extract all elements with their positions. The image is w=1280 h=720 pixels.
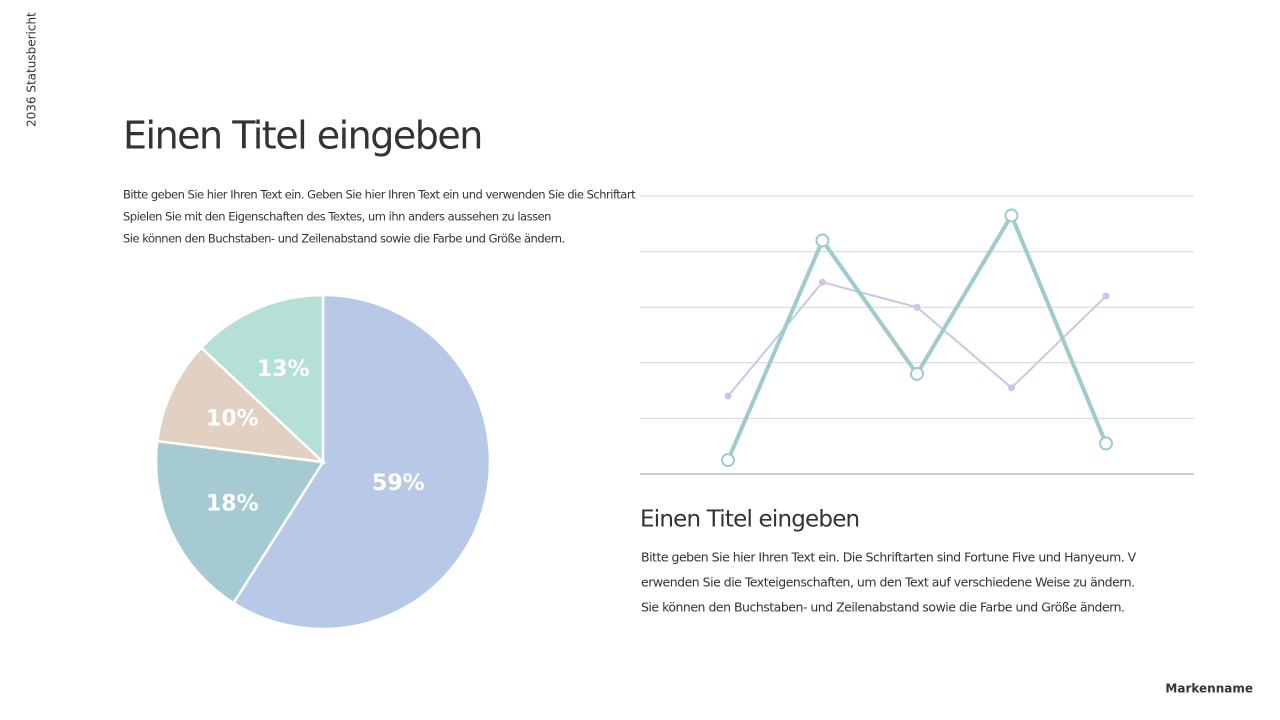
body-line: erwenden Sie die Texteigenschaften, um d… — [641, 575, 1135, 590]
pie-label: 13% — [257, 357, 310, 382]
intro-line: Bitte geben Sie hier Ihren Text ein. Geb… — [123, 188, 636, 202]
pie-slice — [199, 293, 325, 465]
line-point — [1099, 436, 1113, 451]
pie-slice — [231, 293, 492, 631]
line-point — [815, 233, 830, 248]
line-point — [1004, 208, 1019, 223]
body-line: Sie können den Buchstaben- und Zeilenabs… — [641, 600, 1124, 615]
line-point — [1008, 384, 1015, 392]
intro-line: Sie können den Buchstaben- und Zeilenabs… — [123, 232, 565, 246]
subtitle: Einen Titel eingeben — [640, 507, 859, 533]
side-label: 2036 Statusbericht — [25, 12, 39, 127]
pie-slice — [154, 439, 326, 605]
intro-line: Spielen Sie mit den Eigenschaften des Te… — [123, 210, 551, 224]
pie-label: 59% — [372, 471, 425, 496]
line-point — [819, 278, 826, 286]
pie-slice — [155, 345, 327, 464]
line-point — [913, 303, 921, 311]
pie-label: 18% — [206, 492, 259, 517]
line-point — [910, 366, 924, 381]
line-series — [726, 213, 1108, 461]
title: Einen Titel eingeben — [123, 114, 482, 158]
brand: Markenname — [1165, 682, 1253, 696]
pie-label: 10% — [206, 406, 259, 431]
line-point — [724, 392, 732, 400]
line-point — [1102, 292, 1110, 300]
line-point — [721, 453, 735, 468]
body-line: Bitte geben Sie hier Ihren Text ein. Die… — [641, 550, 1137, 565]
